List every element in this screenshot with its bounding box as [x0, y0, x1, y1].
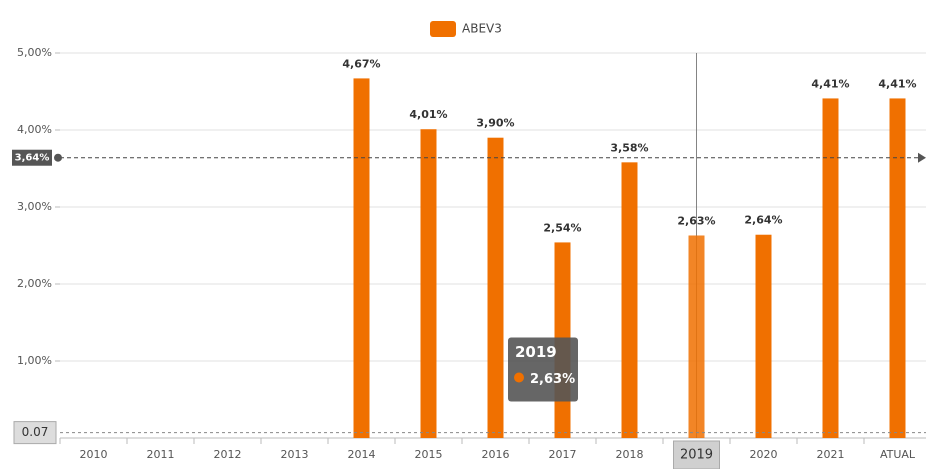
reference-arrow	[918, 152, 926, 163]
data-label: 4,41%	[878, 77, 916, 90]
x-tick-label: 2021	[817, 448, 845, 461]
bar[interactable]	[889, 98, 906, 439]
x-tick-label: 2012	[214, 448, 242, 461]
tooltip	[508, 337, 578, 402]
data-label: 2,64%	[744, 214, 782, 227]
reference-label: 3,64%	[15, 153, 50, 164]
x-tick-label: 2015	[415, 448, 443, 461]
data-label: 4,67%	[342, 57, 380, 70]
x-tick-label: 2019	[680, 448, 713, 463]
data-label: 2,63%	[677, 214, 715, 227]
tooltip-value: 2,63%	[530, 372, 575, 387]
bar[interactable]	[822, 98, 839, 439]
x-tick-label: 2013	[281, 448, 309, 461]
y-tick-label: 5,00%	[17, 46, 52, 59]
reference-badge	[12, 149, 52, 166]
y-tick-label: 2,00%	[17, 277, 52, 290]
x-highlight	[673, 440, 720, 469]
y-tick-label: 4,00%	[17, 123, 52, 136]
tooltip-dot	[514, 372, 524, 383]
reference-label: 0.07	[22, 425, 49, 439]
data-label: 2,54%	[543, 221, 581, 234]
y-tick-label: 3,00%	[17, 200, 52, 213]
bar[interactable]	[487, 137, 504, 438]
data-label: 3,90%	[476, 117, 514, 130]
bar[interactable]	[353, 78, 370, 438]
data-label: 4,01%	[409, 108, 447, 121]
x-tick-label: 2010	[80, 448, 108, 461]
bar[interactable]	[420, 129, 437, 439]
x-tick-label: 2016	[482, 448, 510, 461]
tooltip-title: 2019	[515, 343, 557, 361]
x-tick-label: 2017	[549, 448, 577, 461]
reference-badge	[13, 421, 57, 445]
x-tick-label: 2011	[147, 448, 175, 461]
x-tick-label: 2018	[616, 448, 644, 461]
x-tick-label: ATUAL	[880, 448, 916, 461]
reference-dot	[54, 153, 62, 162]
bar[interactable]	[688, 235, 705, 438]
data-label: 3,58%	[610, 141, 648, 154]
legend-label[interactable]: ABEV3	[462, 22, 502, 36]
legend-swatch[interactable]	[430, 21, 456, 37]
bar[interactable]	[621, 162, 638, 438]
x-tick-label: 2020	[750, 448, 778, 461]
y-tick-label: 1,00%	[17, 354, 52, 367]
data-label: 4,41%	[811, 77, 849, 90]
bar[interactable]	[755, 234, 772, 438]
x-tick-label: 2014	[348, 448, 376, 461]
